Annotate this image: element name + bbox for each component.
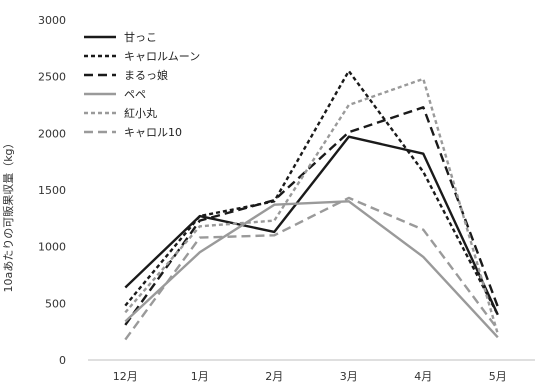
y-axis-title: 10aあたりの可販果収量（kg） bbox=[2, 137, 15, 292]
x-tick-label: 1月 bbox=[191, 370, 209, 383]
series-line-3 bbox=[124, 200, 499, 339]
legend-label: キャロルムーン bbox=[124, 50, 200, 63]
series-line-1 bbox=[124, 69, 499, 316]
y-tick-label: 1000 bbox=[38, 241, 66, 254]
y-axis-label: 10aあたりの可販果収量（kg） bbox=[2, 137, 15, 292]
x-tick-label: 2月 bbox=[265, 370, 283, 383]
series-line-4 bbox=[124, 77, 499, 335]
y-axis-ticks: 0 500 1000 1500 2000 2500 3000 bbox=[38, 14, 66, 367]
series-line-0 bbox=[124, 135, 499, 316]
y-tick-label: 3000 bbox=[38, 14, 66, 27]
y-tick-label: 1500 bbox=[38, 184, 66, 197]
y-tick-label: 2000 bbox=[38, 127, 66, 140]
series-line-2 bbox=[124, 106, 499, 326]
series-line-5 bbox=[124, 196, 499, 341]
x-tick-label: 5月 bbox=[489, 370, 507, 383]
legend-label: 甘っこ bbox=[124, 31, 157, 44]
x-tick-label: 12月 bbox=[113, 370, 138, 383]
series-lines bbox=[124, 69, 499, 341]
legend-label: ペペ bbox=[124, 88, 146, 101]
legend-label: 紅小丸 bbox=[124, 107, 157, 120]
x-tick-label: 4月 bbox=[414, 370, 432, 383]
y-tick-label: 0 bbox=[59, 354, 66, 367]
y-tick-label: 500 bbox=[45, 297, 66, 310]
legend-label: キャロル10 bbox=[124, 126, 182, 139]
x-tick-label: 3月 bbox=[340, 370, 358, 383]
y-tick-label: 2500 bbox=[38, 71, 66, 84]
x-axis-ticks: 12月 1月 2月 3月 4月 5月 bbox=[113, 370, 507, 383]
legend-label: まるっ娘 bbox=[124, 68, 168, 82]
